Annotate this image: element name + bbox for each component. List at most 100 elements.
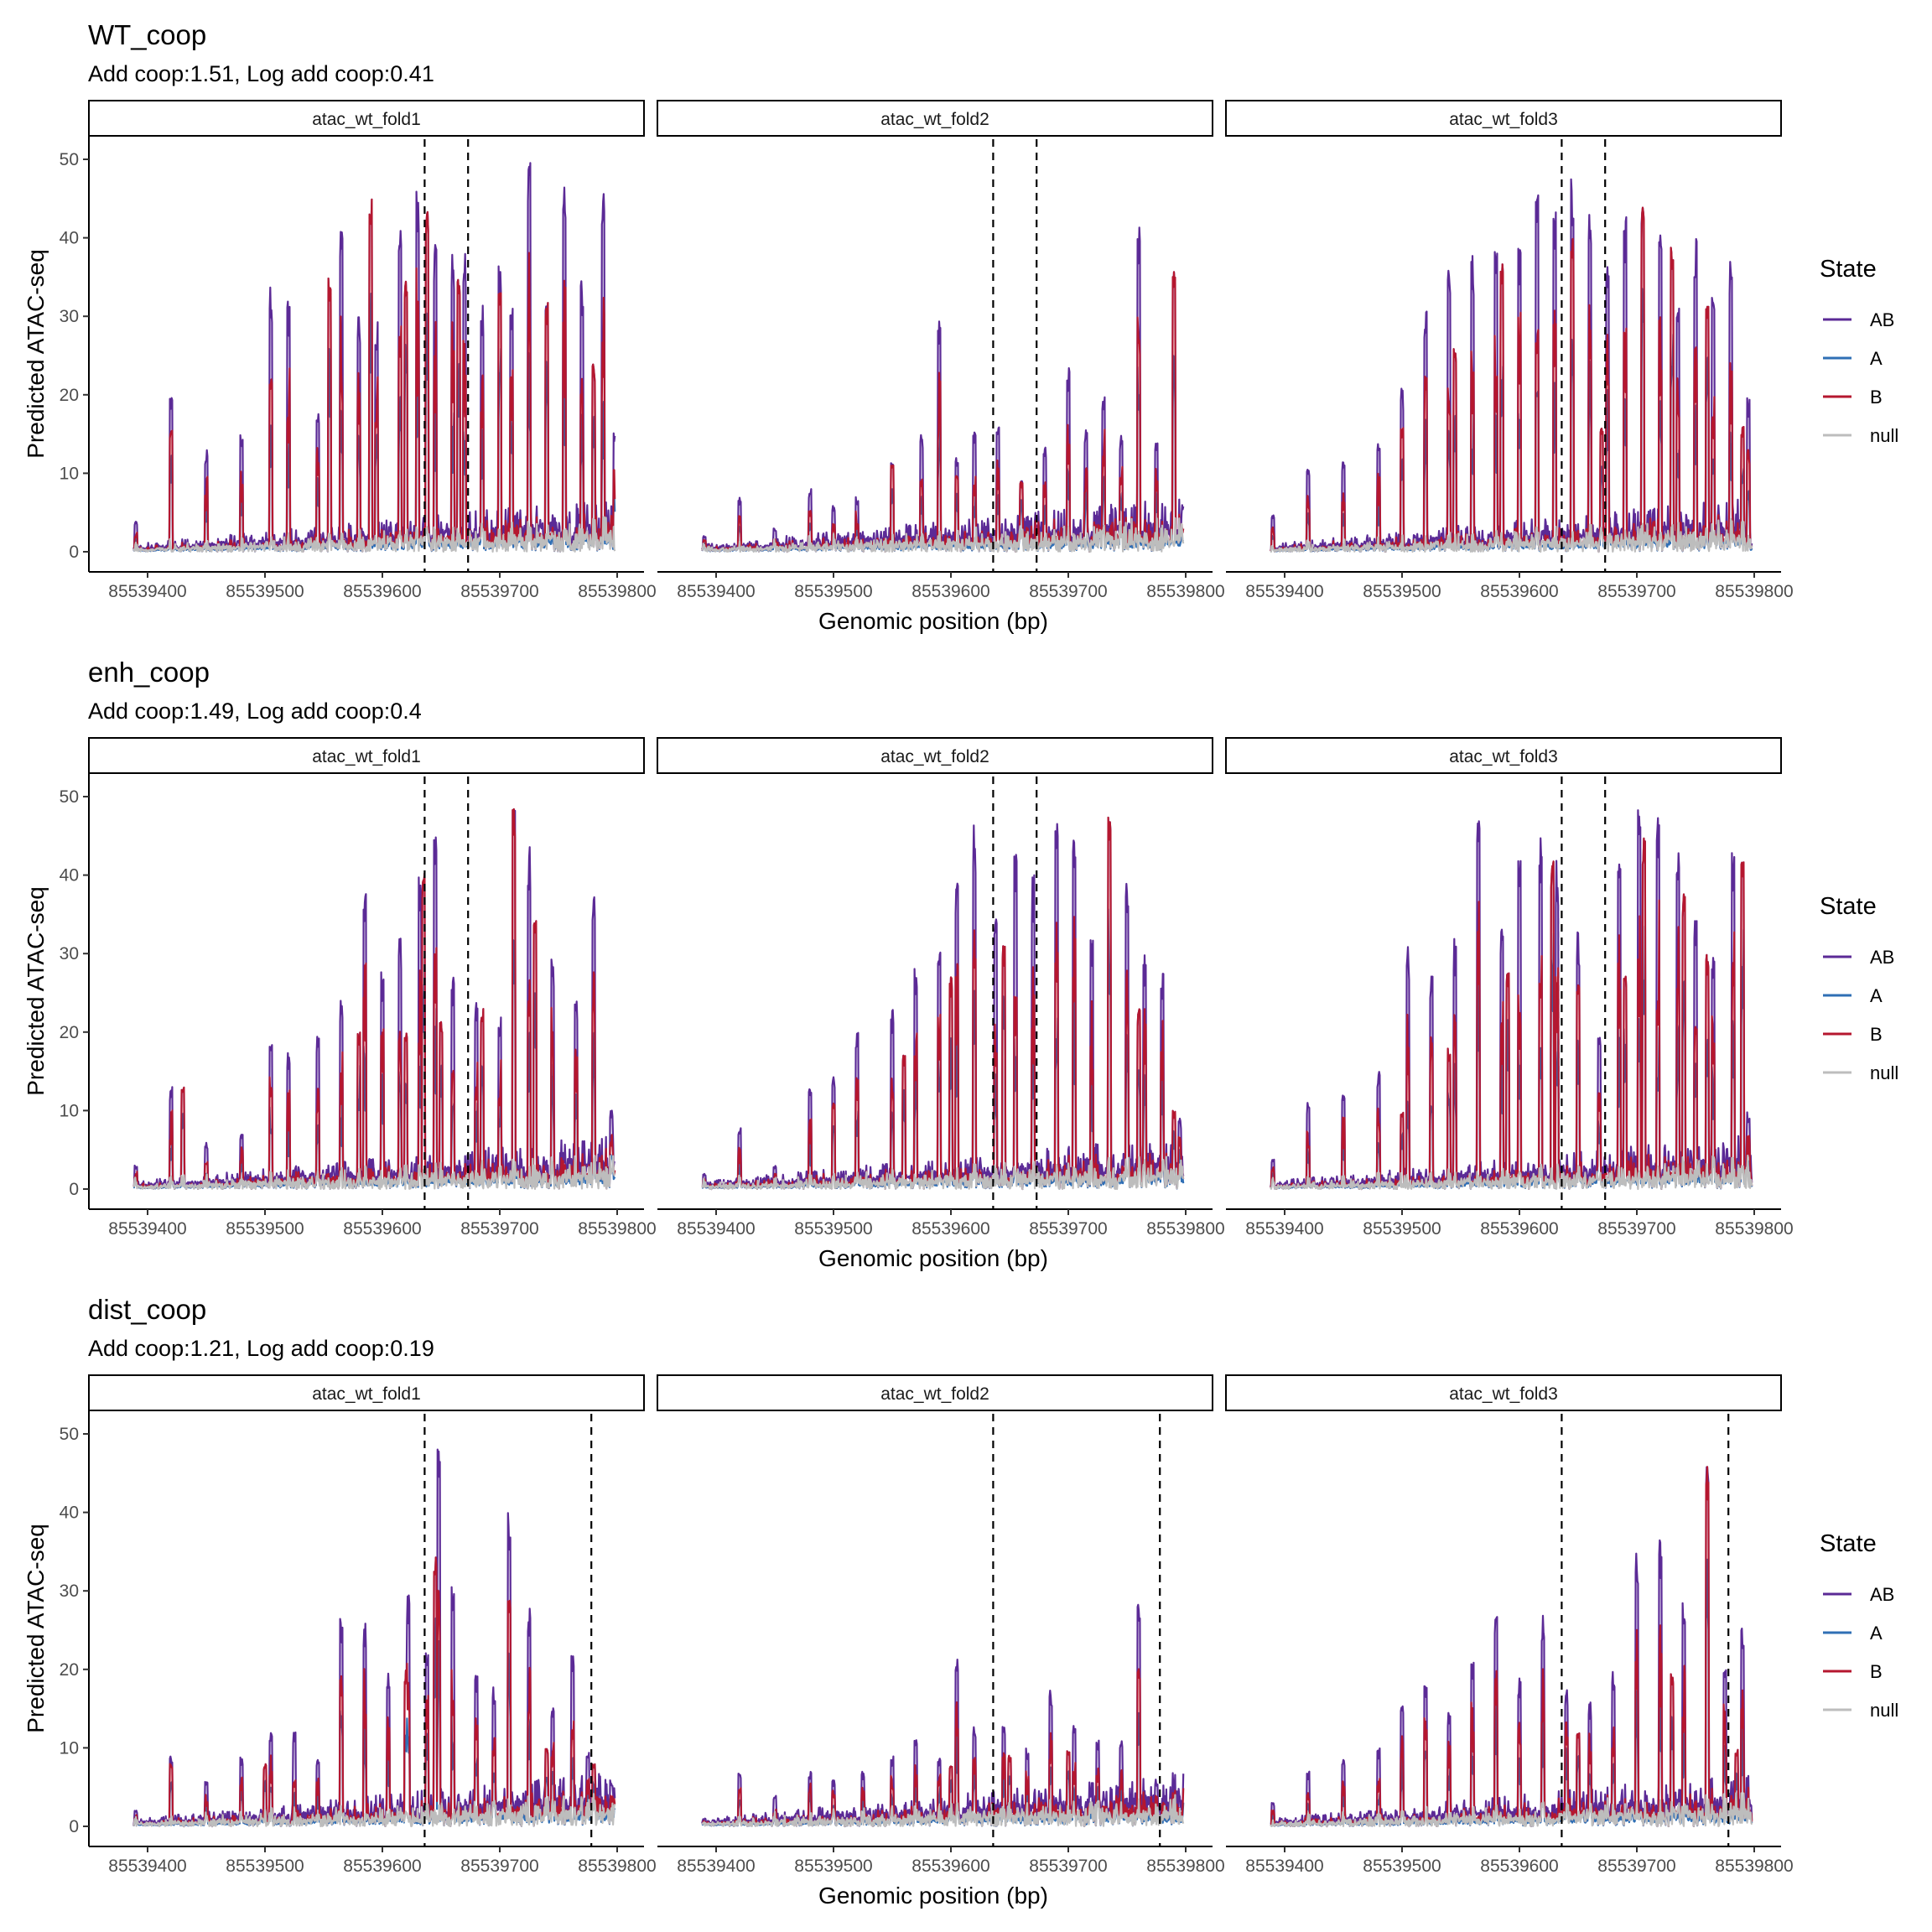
x-tick-label: 85539700 bbox=[1597, 1219, 1675, 1239]
x-tick-label: 85539500 bbox=[794, 1219, 872, 1239]
facet-strip-label: atac_wt_fold2 bbox=[880, 110, 989, 129]
x-tick-label: 85539500 bbox=[226, 1857, 304, 1876]
x-tick-label: 85539500 bbox=[794, 582, 872, 601]
facet-strip bbox=[88, 100, 645, 137]
x-tick-label: 85539600 bbox=[343, 1219, 421, 1239]
x-tick-label: 85539400 bbox=[108, 1219, 186, 1239]
panel-atac_wt_fold3: atac_wt_fold3 85539400 85539500 85539600 855… bbox=[1225, 1374, 1794, 1876]
row-title-dist-coop: dist_coop bbox=[88, 1294, 206, 1325]
legend-label: null bbox=[1870, 1062, 1898, 1083]
panel-atac_wt_fold1: atac_wt_fold1 0 10 20 30 40 50 85539400 85539500… bbox=[60, 1374, 657, 1876]
facet-strip bbox=[1225, 1374, 1782, 1411]
legend-label: B bbox=[1870, 387, 1883, 408]
panel-atac_wt_fold2: atac_wt_fold2 85539400 85539500 85539600 855… bbox=[657, 100, 1225, 601]
x-tick-label: 85539700 bbox=[1597, 582, 1675, 601]
panel-atac_wt_fold2: atac_wt_fold2 85539400 85539500 85539600 855… bbox=[657, 737, 1225, 1239]
facet-strip bbox=[1225, 737, 1782, 774]
x-tick-label: 85539400 bbox=[1245, 582, 1323, 601]
facet-strip bbox=[88, 1374, 645, 1411]
x-tick-label: 85539800 bbox=[1146, 1219, 1224, 1239]
panel-atac_wt_fold2: atac_wt_fold2 85539400 85539500 85539600 855… bbox=[657, 1374, 1225, 1876]
facet-strip-label: atac_wt_fold1 bbox=[312, 110, 421, 129]
x-tick-label: 85539500 bbox=[1363, 1857, 1441, 1876]
y-tick-label: 10 bbox=[60, 1101, 79, 1120]
panel-atac_wt_fold3: atac_wt_fold3 85539400 85539500 85539600 855… bbox=[1225, 100, 1794, 601]
y-tick-label: 20 bbox=[60, 1023, 79, 1042]
x-tick-label: 85539600 bbox=[911, 1219, 989, 1239]
x-tick-label: 85539600 bbox=[1480, 1857, 1558, 1876]
x-tick-label: 85539600 bbox=[343, 1857, 421, 1876]
x-tick-label: 85539400 bbox=[1245, 1219, 1323, 1239]
x-tick-label: 85539700 bbox=[1597, 1857, 1675, 1876]
y-tick-label: 10 bbox=[60, 1738, 79, 1758]
x-tick-label: 85539700 bbox=[1029, 1857, 1107, 1876]
x-tick-label: 85539600 bbox=[911, 582, 989, 601]
facet-strip-label: atac_wt_fold3 bbox=[1449, 1384, 1558, 1404]
series-line-AB bbox=[701, 226, 1185, 553]
facet-row-WT_coop: Predicted ATAC-seq Genomic position (bp) a… bbox=[23, 100, 1898, 634]
series-line-null bbox=[701, 517, 1185, 553]
x-tick-label: 85539500 bbox=[1363, 582, 1441, 601]
y-tick-label: 10 bbox=[60, 464, 79, 483]
facet-strip-label: atac_wt_fold3 bbox=[1449, 747, 1558, 766]
y-axis-title: Predicted ATAC-seq bbox=[23, 886, 49, 1096]
row-title-wt-coop: WT_coop bbox=[88, 19, 206, 50]
y-tick-label: 40 bbox=[60, 866, 79, 886]
facet-strip-label: atac_wt_fold1 bbox=[312, 1384, 421, 1404]
x-tick-label: 85539400 bbox=[1245, 1857, 1323, 1876]
facet-strip bbox=[657, 100, 1213, 137]
panel-atac_wt_fold1: atac_wt_fold1 0 10 20 30 40 50 85539400 85539500… bbox=[60, 737, 657, 1239]
legend-label: B bbox=[1870, 1661, 1883, 1682]
x-tick-label: 85539800 bbox=[578, 1857, 656, 1876]
legend-label: A bbox=[1870, 1623, 1883, 1644]
facet-strip-label: atac_wt_fold3 bbox=[1449, 110, 1558, 129]
x-tick-label: 85539400 bbox=[677, 582, 755, 601]
y-tick-label: 0 bbox=[69, 1180, 79, 1199]
panels-layer: Predicted ATAC-seq Genomic position (bp) a… bbox=[23, 100, 1898, 1909]
x-tick-label: 85539600 bbox=[911, 1857, 989, 1876]
row-subtitle-wt-coop: Add coop:1.51, Log add coop:0.41 bbox=[88, 61, 434, 86]
series-line-B bbox=[701, 816, 1185, 1191]
y-tick-label: 30 bbox=[60, 307, 79, 326]
x-axis-title: Genomic position (bp) bbox=[818, 1245, 1048, 1271]
legend-label: null bbox=[1870, 1700, 1898, 1721]
x-tick-label: 85539700 bbox=[460, 582, 538, 601]
x-tick-label: 85539600 bbox=[1480, 582, 1558, 601]
row-subtitle-dist-coop: Add coop:1.21, Log add coop:0.19 bbox=[88, 1336, 434, 1361]
series-line-AB bbox=[132, 1448, 616, 1828]
series-line-null bbox=[1270, 517, 1753, 553]
series-line-null bbox=[1270, 1154, 1753, 1191]
legend-title: State bbox=[1820, 256, 1877, 283]
panel-atac_wt_fold1: atac_wt_fold1 0 10 20 30 40 50 85539400 85539500… bbox=[60, 100, 657, 601]
x-tick-label: 85539800 bbox=[1146, 582, 1224, 601]
y-axis-title: Predicted ATAC-seq bbox=[23, 249, 49, 459]
x-tick-label: 85539700 bbox=[460, 1857, 538, 1876]
y-tick-label: 0 bbox=[69, 543, 79, 562]
y-tick-label: 30 bbox=[60, 944, 79, 963]
series-line-AB bbox=[132, 808, 616, 1190]
legend-label: AB bbox=[1870, 309, 1894, 330]
x-tick-label: 85539500 bbox=[226, 1219, 304, 1239]
panel-atac_wt_fold3: atac_wt_fold3 85539400 85539500 85539600 855… bbox=[1225, 737, 1794, 1239]
legend-title: State bbox=[1820, 893, 1877, 920]
y-tick-label: 0 bbox=[69, 1817, 79, 1836]
x-tick-label: 85539700 bbox=[1029, 582, 1107, 601]
x-tick-label: 85539400 bbox=[677, 1857, 755, 1876]
x-tick-label: 85539400 bbox=[108, 582, 186, 601]
facet-strip-label: atac_wt_fold1 bbox=[312, 747, 421, 766]
x-tick-label: 85539400 bbox=[108, 1857, 186, 1876]
x-tick-label: 85539800 bbox=[578, 1219, 656, 1239]
series-line-AB bbox=[1270, 1466, 1753, 1828]
x-tick-label: 85539500 bbox=[226, 582, 304, 601]
legend-label: A bbox=[1870, 985, 1883, 1006]
series-line-null bbox=[701, 1156, 1185, 1191]
x-tick-label: 85539800 bbox=[1146, 1857, 1224, 1876]
facet-strip bbox=[1225, 100, 1782, 137]
x-axis-title: Genomic position (bp) bbox=[818, 1883, 1048, 1909]
facet-strip bbox=[657, 1374, 1213, 1411]
legend-label: B bbox=[1870, 1024, 1883, 1045]
